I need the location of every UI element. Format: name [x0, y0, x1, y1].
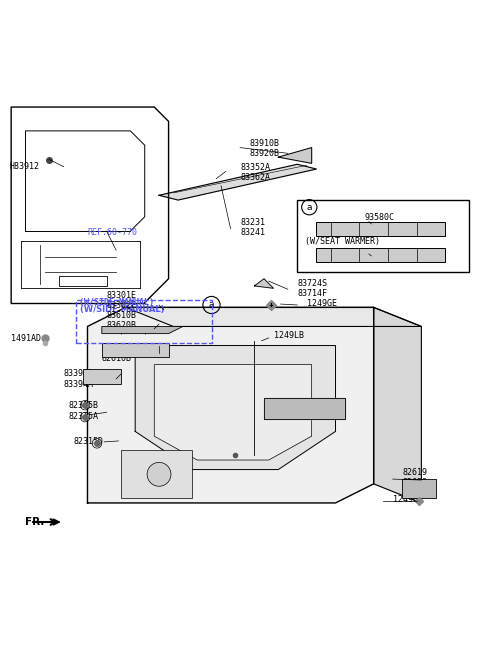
Text: 83610B
83620B: 83610B 83620B — [107, 311, 137, 331]
Polygon shape — [316, 222, 445, 236]
Polygon shape — [83, 370, 121, 384]
Polygon shape — [254, 279, 274, 288]
Text: REF.60-770: REF.60-770 — [87, 228, 137, 237]
Polygon shape — [126, 307, 421, 327]
Text: 1249GE: 1249GE — [393, 495, 423, 504]
Text: 83724S
83714F: 83724S 83714F — [297, 279, 327, 298]
Text: FR.: FR. — [25, 517, 45, 527]
Polygon shape — [135, 345, 336, 470]
Text: 1491AD: 1491AD — [11, 334, 41, 343]
Text: 82620B
82610B: 82620B 82610B — [102, 343, 132, 363]
Polygon shape — [159, 164, 316, 200]
Text: H83912: H83912 — [10, 162, 40, 171]
Polygon shape — [316, 248, 445, 262]
Text: 82619
82629: 82619 82629 — [402, 468, 427, 487]
Text: 93580C: 93580C — [364, 255, 394, 264]
Polygon shape — [373, 307, 421, 503]
Text: (W/SIDE MANUAL): (W/SIDE MANUAL) — [79, 298, 155, 307]
Circle shape — [147, 462, 171, 487]
Text: 82315D: 82315D — [73, 437, 103, 446]
Text: 1249GE: 1249GE — [307, 299, 337, 308]
Polygon shape — [154, 365, 312, 460]
Text: a: a — [307, 203, 312, 212]
Text: 83231
83241: 83231 83241 — [240, 218, 265, 237]
Polygon shape — [264, 398, 345, 419]
Text: 83393A
83394A: 83393A 83394A — [64, 369, 94, 388]
Polygon shape — [402, 479, 436, 498]
Polygon shape — [102, 327, 183, 333]
Text: 82315B
82315A: 82315B 82315A — [69, 401, 98, 421]
Text: 83352A
83362A: 83352A 83362A — [240, 163, 270, 182]
Text: 83301E
83302E: 83301E 83302E — [107, 290, 137, 310]
Text: 93580C: 93580C — [364, 213, 394, 222]
Text: (W/SIDE MANUAL): (W/SIDE MANUAL) — [80, 305, 165, 314]
Text: a: a — [209, 300, 214, 310]
Text: 1249LB: 1249LB — [274, 331, 303, 341]
Polygon shape — [102, 343, 168, 358]
Text: (W/SEAT WARMER): (W/SEAT WARMER) — [304, 237, 380, 246]
Polygon shape — [121, 450, 192, 498]
Text: 83910B
83920B: 83910B 83920B — [250, 139, 280, 158]
Polygon shape — [87, 307, 373, 503]
Polygon shape — [278, 148, 312, 163]
